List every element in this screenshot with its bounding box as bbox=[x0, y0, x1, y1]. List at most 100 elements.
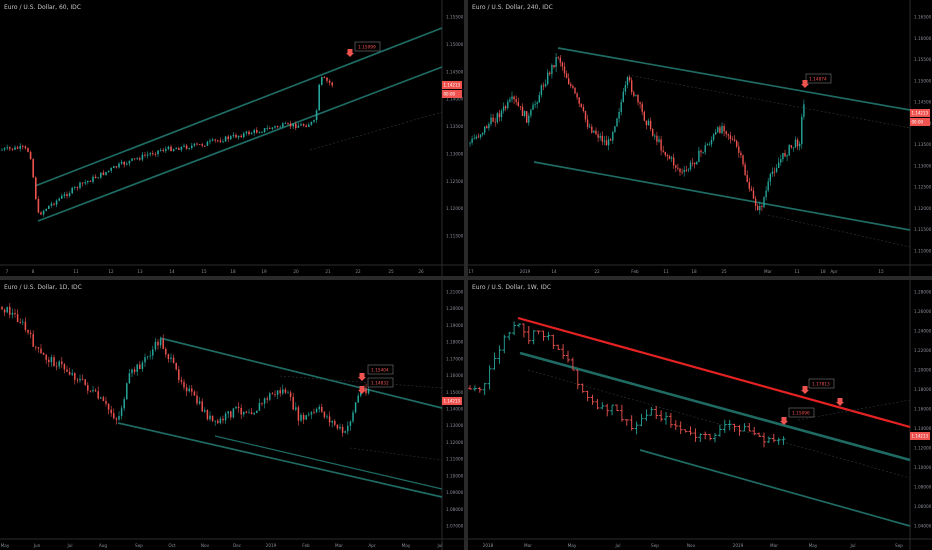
candle-body bbox=[469, 142, 471, 144]
date-tick-label: 25 bbox=[388, 269, 394, 274]
chart-panel-240min[interactable]: 1.165001.160001.155001.150001.145001.140… bbox=[468, 0, 932, 276]
candle-body bbox=[35, 177, 37, 200]
candle-body bbox=[666, 155, 669, 157]
candle-body bbox=[536, 102, 538, 105]
candle-body bbox=[63, 194, 66, 196]
channel-lower bbox=[37, 66, 443, 222]
date-tick-label: Dec bbox=[233, 543, 242, 548]
channel-upper bbox=[159, 337, 443, 409]
candle-body bbox=[725, 131, 727, 135]
chart-panel-weekly[interactable]: 1.28000 1.26000 1.24000 1.22000 1.20000 1.180… bbox=[468, 280, 932, 550]
date-tick-label: Nov bbox=[687, 543, 696, 548]
candle-body bbox=[542, 85, 545, 87]
price-tick-label: 1.15000 bbox=[914, 78, 932, 83]
candle-body bbox=[308, 414, 310, 416]
candle-body bbox=[165, 148, 167, 151]
countdown-tag: 00:00 bbox=[912, 120, 924, 125]
price-tick-label: 1.07000 bbox=[446, 524, 464, 529]
candle-body bbox=[647, 120, 650, 126]
candle-body bbox=[274, 126, 276, 128]
candle-body bbox=[211, 139, 214, 141]
price-tick-label: 1.20000 bbox=[914, 368, 932, 373]
channel-mid bbox=[279, 375, 443, 389]
candle-body bbox=[180, 146, 183, 150]
candle-body bbox=[775, 167, 778, 172]
date-tick-label: 7 bbox=[6, 269, 9, 274]
price-tick-label: 1.11500 bbox=[446, 234, 464, 239]
candle-body bbox=[230, 136, 232, 140]
candle-body bbox=[9, 147, 11, 149]
panel-divider-vertical[interactable] bbox=[464, 0, 468, 550]
annotation-box bbox=[367, 377, 394, 388]
candle-body bbox=[100, 397, 102, 399]
candle-body bbox=[243, 133, 245, 138]
chart-title: Euro / U.S. Dollar, 240, IDC bbox=[472, 4, 553, 11]
candle-body bbox=[157, 341, 159, 346]
annotation-box bbox=[788, 407, 815, 418]
candle-body bbox=[79, 182, 81, 188]
candle-body bbox=[144, 357, 146, 363]
candle-body bbox=[139, 158, 141, 160]
price-tick-label: 1.16500 bbox=[914, 15, 932, 20]
candle-body bbox=[71, 187, 73, 194]
date-tick-label: Jul bbox=[849, 543, 855, 548]
candle-body bbox=[486, 126, 488, 129]
price-tick-label: 1.20000 bbox=[446, 306, 464, 311]
date-tick-label: 8 bbox=[32, 269, 35, 274]
candle-body bbox=[19, 145, 21, 149]
candle-body bbox=[658, 139, 660, 142]
date-tick-label: Jul bbox=[66, 543, 72, 548]
current-price-tag-bg bbox=[910, 109, 930, 117]
candle-body bbox=[620, 101, 622, 113]
chart-title: Euro / U.S. Dollar, 60, IDC bbox=[4, 4, 81, 11]
date-tick-label: 21 bbox=[325, 269, 331, 274]
candle-body bbox=[162, 150, 164, 151]
chart-panel-daily[interactable]: 1.21000 1.20000 1.19000 1.18000 1.17000 1.160… bbox=[0, 280, 464, 550]
chart-daily[interactable]: 1.21000 1.20000 1.19000 1.18000 1.17000 1.160… bbox=[0, 280, 464, 550]
candle-body bbox=[302, 124, 305, 126]
candle-body bbox=[42, 210, 45, 215]
candle-body bbox=[349, 421, 352, 426]
date-tick-label: Apr bbox=[830, 269, 838, 274]
candle-body bbox=[803, 104, 805, 117]
candle-body bbox=[315, 409, 318, 413]
date-tick-label: May bbox=[568, 543, 577, 548]
price-tick-label: 1.04000 bbox=[914, 524, 932, 529]
chart-240min[interactable]: 1.165001.160001.155001.150001.145001.140… bbox=[468, 0, 932, 276]
candle-body bbox=[235, 134, 237, 138]
chart-panel-60min[interactable]: 1.15500 1.15000 1.14500 1.14000 1.13500 1.130… bbox=[0, 0, 464, 276]
candle-body bbox=[217, 420, 219, 424]
candle-body bbox=[687, 169, 690, 171]
candle-body bbox=[214, 139, 216, 141]
candle-body bbox=[188, 148, 190, 149]
candle-body bbox=[570, 84, 572, 87]
panel-divider-horizontal[interactable] bbox=[0, 276, 932, 280]
candle-body bbox=[222, 418, 224, 421]
candle-body bbox=[214, 420, 216, 422]
candle-body bbox=[152, 349, 154, 356]
chart-weekly[interactable]: 1.28000 1.26000 1.24000 1.22000 1.20000 1.180… bbox=[468, 280, 932, 550]
candle-body bbox=[9, 306, 11, 315]
candle-body bbox=[297, 407, 300, 421]
candle-body bbox=[310, 121, 313, 125]
candle-body bbox=[526, 111, 528, 123]
candle-body bbox=[14, 147, 16, 150]
candle-body bbox=[94, 176, 97, 179]
candle-body bbox=[198, 144, 201, 145]
candle-body bbox=[610, 139, 612, 141]
chart-60min[interactable]: 1.15500 1.15000 1.14500 1.14000 1.13500 1.130… bbox=[0, 0, 464, 276]
candle-body bbox=[235, 406, 237, 409]
candle-body bbox=[618, 112, 620, 119]
candle-body bbox=[87, 180, 89, 183]
candle-body bbox=[16, 147, 19, 149]
candle-body bbox=[612, 131, 614, 141]
candle-body bbox=[167, 354, 170, 359]
candle-body bbox=[336, 424, 339, 429]
price-tick-label: 1.14500 bbox=[446, 69, 464, 74]
candle-body bbox=[224, 136, 227, 142]
candle-body bbox=[271, 393, 274, 395]
candle-body bbox=[159, 150, 162, 151]
candle-body bbox=[561, 62, 564, 67]
candle-body bbox=[601, 135, 603, 142]
candle-body bbox=[284, 123, 287, 125]
